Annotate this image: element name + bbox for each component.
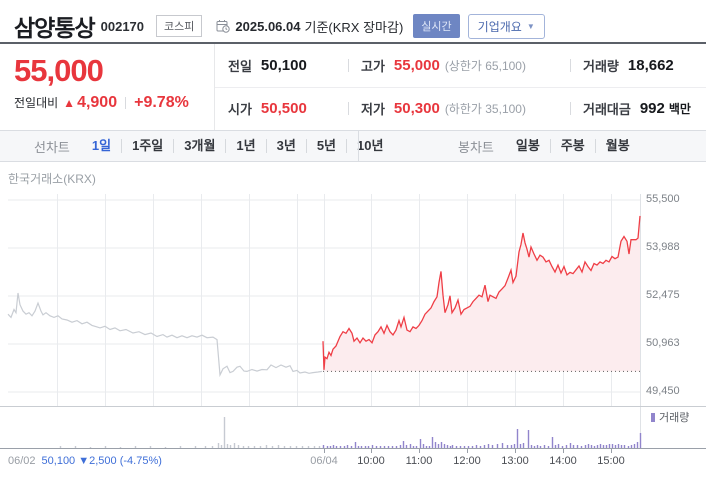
quote-date: 2025.06.04 [235,18,301,34]
tabbar-divider [358,131,359,161]
cell-trading-value: 거래대금 992 백만 [557,88,706,131]
up-triangle-icon: ▲ [63,95,76,110]
candle-chart-label: 봉차트 [458,139,494,155]
tab-10years[interactable]: 10년 [346,139,393,153]
line-chart-tab-group: 선차트 1일 1주일 3개월 1년 3년 5년 10년 [34,131,393,161]
y-axis-tick-label: 50,963 [646,336,680,349]
cell-high: 고가 55,000 (상한가 65,100) [335,44,557,87]
cell-open: 시가 50,500 [228,100,307,118]
realtime-badge[interactable]: 실시간 [413,14,460,38]
table-row: 전일 50,100 고가 55,000 (상한가 65,100) 거래량 18,… [215,44,706,88]
tab-1day[interactable]: 1일 [91,138,112,153]
header: 삼양통상 002170 코스피 2025.06.04 기준(KRX 장마감) 실… [14,9,545,43]
current-price-panel: 55,000 전일대비 ▲ 4,900 +9.78% [0,44,215,130]
y-axis-tick-label: 53,988 [646,240,680,253]
table-row: 시가 50,500 저가 50,300 (하한가 35,100) 거래대금 99… [215,88,706,131]
volume-legend: 거래량 [651,409,689,425]
tab-5years[interactable]: 5년 [305,139,346,153]
divider [125,96,127,109]
x-axis-tick-label: 11:00 [405,455,433,467]
x-axis-tick-label: 13:00 [501,455,529,467]
quote-date-basis: 기준(KRX 장마감) [304,19,404,35]
prev-day-change: 50,100 ▼2,500 (-4.75%) [41,455,162,467]
change-value: 4,900 [77,93,118,111]
volume-bar-icon [651,412,655,422]
y-axis-tick-label: 52,475 [646,289,680,301]
chart-area: 한국거래소(KRX) 55,500 53,988 52,475 50,963 49,45… [0,162,706,478]
x-axis-tick-label: 06/04 [310,455,338,467]
price-change-row: 전일대비 ▲ 4,900 +9.78% [14,94,214,112]
company-overview-button[interactable]: 기업개요 ▼ [467,13,545,39]
line-chart-label: 선차트 [34,139,70,155]
candle-chart-tab-group: 봉차트 일봉 주봉 월봉 [458,131,640,161]
tab-monthly-candle[interactable]: 월봉 [594,139,640,153]
stock-name: 삼양통상 [14,15,96,41]
x-axis-tick-label: 12:00 [453,455,481,467]
chevron-down-icon: ▼ [526,21,535,31]
quote-info-table: 전일 50,100 고가 55,000 (상한가 65,100) 거래량 18,… [215,44,706,130]
tab-daily-candle[interactable]: 일봉 [515,138,540,153]
change-label: 전일대비 [14,96,59,111]
company-overview-label: 기업개요 [477,19,522,34]
calendar-clock-icon [216,19,231,33]
volume-legend-label: 거래량 [659,412,690,424]
cell-low: 저가 50,300 (하한가 35,100) [335,88,557,131]
current-price: 55,000 [14,53,104,88]
x-axis-tick-label: 14:00 [549,455,577,467]
prev-day-summary: 06/02 50,100 ▼2,500 (-4.75%) [8,455,162,467]
y-axis-tick-label: 55,500 [646,193,680,205]
chart-period-tabbar: 선차트 1일 1주일 3개월 1년 3년 5년 10년 봉차트 일봉 주봉 월봉 [0,130,706,162]
change-percent: +9.78% [134,93,189,111]
price-summary-section: 55,000 전일대비 ▲ 4,900 +9.78% 전일 50,100 고가 … [0,42,706,130]
x-axis-tick-label: 10:00 [357,455,385,467]
prev-day-date: 06/02 [8,455,36,467]
tab-3months[interactable]: 3개월 [173,139,225,153]
y-axis-tick-label: 49,450 [646,385,680,397]
market-badge: 코스피 [156,15,203,37]
stock-code: 002170 [100,18,145,34]
cell-prev-close: 전일 50,100 [228,56,307,74]
tab-weekly-candle[interactable]: 주봉 [549,139,595,153]
tab-1week[interactable]: 1주일 [121,139,173,153]
tab-3years[interactable]: 3년 [265,139,306,153]
tab-1year[interactable]: 1년 [225,139,265,153]
cell-volume: 거래량 18,662 [557,44,706,87]
x-axis-tick-label: 15:00 [597,455,625,467]
exchange-source-label: 한국거래소(KRX) [8,172,96,186]
